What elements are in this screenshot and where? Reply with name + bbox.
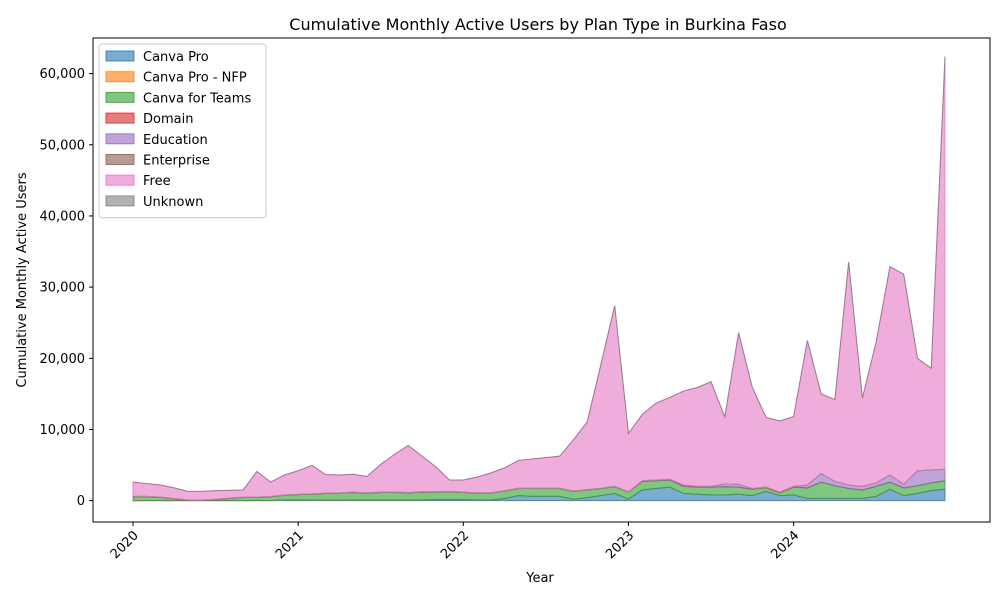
y-axis-title: Cumulative Monthly Active Users (15, 172, 30, 387)
legend-swatch (105, 91, 135, 103)
x-axis: 2020 2021 2022 2023 2024 (108, 522, 802, 562)
y-tick-label: 20,000 (40, 352, 86, 367)
x-tick-label: 2022 (438, 528, 472, 562)
legend-swatch (105, 174, 135, 186)
y-tick-label: 60,000 (40, 67, 86, 82)
plot-frame (92, 37, 991, 523)
legend-label: Education (143, 133, 208, 148)
y-tick-label: 10,000 (40, 423, 86, 438)
legend: Canva Pro Canva Pro - NFP Canva for Teams D… (98, 43, 267, 219)
legend-label: Enterprise (143, 154, 210, 169)
y-tick-label: 0 (77, 494, 85, 509)
legend-swatch (105, 195, 135, 207)
legend-swatch (105, 50, 135, 62)
x-tick-label: 2021 (273, 528, 307, 562)
y-axis: 0 10,000 20,000 30,000 40,000 50,000 60,000 (40, 67, 93, 509)
legend-swatch (105, 112, 135, 124)
legend-label: Canva Pro - NFP (143, 71, 247, 86)
legend-swatch (105, 71, 135, 83)
legend-label: Unknown (143, 195, 203, 210)
area-layer (132, 56, 946, 502)
legend-swatch (105, 133, 135, 145)
legend-label: Canva Pro (143, 50, 209, 65)
area-series-unknown (132, 56, 946, 492)
chart-title: Cumulative Monthly Active Users by Plan … (289, 15, 786, 34)
x-tick-label: 2023 (603, 528, 637, 562)
legend-label: Free (143, 174, 171, 189)
legend-swatch (105, 154, 135, 165)
legend-label: Domain (143, 112, 193, 127)
x-axis-title: Year (525, 571, 554, 586)
y-tick-label: 30,000 (40, 281, 86, 296)
x-tick-label: 2024 (768, 528, 802, 562)
y-tick-label: 50,000 (40, 138, 86, 153)
legend-frame (98, 43, 267, 219)
y-tick-label: 40,000 (40, 209, 86, 224)
x-tick-label: 2020 (108, 528, 142, 562)
legend-label: Canva for Teams (143, 91, 251, 106)
